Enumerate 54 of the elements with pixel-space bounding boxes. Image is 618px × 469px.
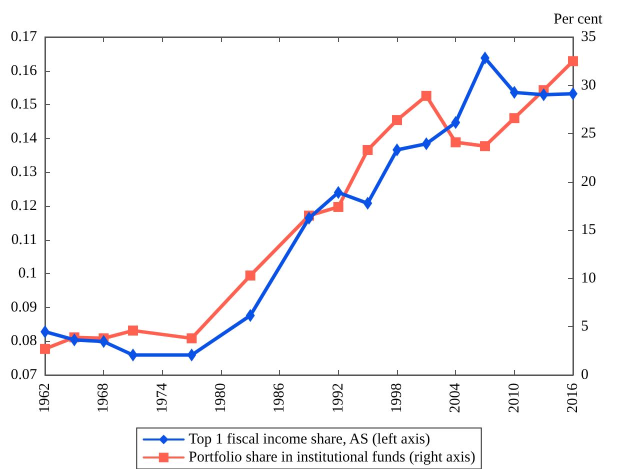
x-tick-label: 1968 (96, 383, 112, 413)
x-tick-label: 1974 (154, 382, 170, 413)
point (187, 348, 196, 362)
y2-tick-label: 35 (581, 29, 596, 45)
y-tick-label: 0.17 (10, 29, 38, 45)
legend-label: Top 1 fiscal income share, AS (left axis) (188, 432, 430, 448)
point (392, 115, 402, 126)
point (333, 202, 344, 212)
y-tick-label: 0.07 (10, 367, 38, 383)
point (450, 137, 461, 148)
point (245, 270, 256, 281)
y2-tick-label: 0 (581, 367, 588, 383)
x-tick-label: 2004 (448, 382, 464, 413)
y-tick-label: 0.13 (10, 164, 37, 180)
x-tick-label: 1998 (389, 383, 405, 413)
y2-axis-title: Per cent (554, 12, 604, 28)
y2-tick-label: 30 (581, 77, 596, 94)
y-tick-label: 0.16 (10, 62, 38, 79)
point (363, 196, 372, 210)
x-tick-label: 2010 (506, 383, 522, 413)
legend-label: Portfolio share in institutional funds (right axis) (188, 450, 476, 466)
point (362, 144, 373, 155)
y-tick-label: 0.08 (10, 333, 37, 350)
x-tick-label: 1992 (330, 383, 346, 413)
point (451, 116, 460, 130)
y2-tick-label: 15 (581, 222, 596, 238)
point (128, 326, 138, 336)
point (246, 309, 255, 322)
point (510, 86, 519, 99)
y-tick-label: 0.1 (18, 266, 37, 282)
y2-tick-label: 20 (581, 174, 596, 190)
y-tick-label: 0.12 (10, 198, 37, 214)
x-tick-label: 2016 (565, 382, 581, 413)
x-tick-label: 1980 (213, 383, 229, 413)
y2-tick-label: 5 (581, 318, 588, 335)
x-tick-label: 1986 (272, 382, 288, 413)
y2-tick-label: 25 (581, 126, 596, 142)
point (421, 90, 432, 101)
point (422, 137, 431, 150)
point (509, 113, 520, 124)
point (480, 141, 490, 152)
y-tick-label: 0.14 (10, 130, 38, 146)
x-tick-label: 1962 (37, 383, 53, 413)
point (568, 56, 578, 66)
y-tick-label: 0.09 (10, 299, 37, 316)
point (99, 335, 108, 348)
y-tick-label: 0.11 (11, 232, 37, 248)
point (186, 333, 197, 344)
point (70, 333, 79, 346)
point (334, 186, 343, 199)
point (539, 88, 548, 102)
point (40, 344, 50, 354)
y-tick-label: 0.15 (10, 96, 37, 113)
y2-tick-label: 10 (581, 270, 596, 286)
